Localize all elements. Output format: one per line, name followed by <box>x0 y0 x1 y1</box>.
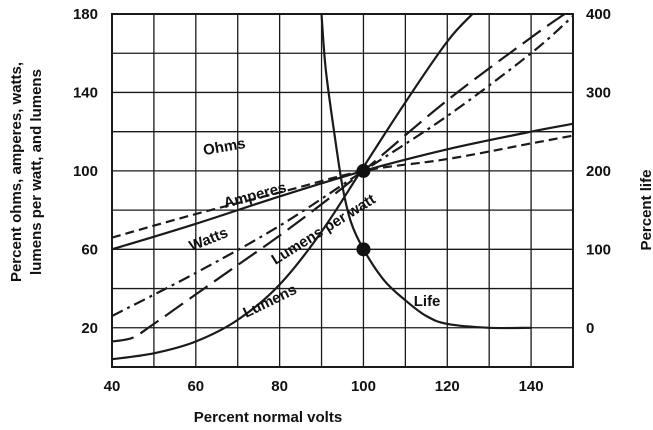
series-lines <box>112 14 573 361</box>
series-label-watts: Watts <box>187 224 231 255</box>
x-tick-label: 80 <box>271 378 288 395</box>
x-axis-label: Percent normal volts <box>194 409 342 426</box>
y-tick-label-left: 180 <box>73 6 98 23</box>
tick-labels: 40 60 80 100 120 140 20 60 100 140 180 0 100 200 300 40… <box>73 6 611 395</box>
series-label-lumens: Lumens <box>240 281 299 321</box>
series-line-lumens <box>112 14 474 361</box>
y-tick-label-right: 100 <box>586 241 611 258</box>
x-tick-label: 100 <box>351 378 376 395</box>
plot-frame <box>111 13 574 368</box>
y-tick-label-left: 100 <box>73 163 98 180</box>
reference-marker-dot <box>356 242 371 257</box>
y-tick-label-left: 20 <box>81 320 98 337</box>
y-tick-label-right: 200 <box>586 163 611 180</box>
y-tick-label-right: 400 <box>586 6 611 23</box>
series-label-ohms: Ohms <box>202 135 247 159</box>
y-tick-label-right: 300 <box>586 84 611 101</box>
y-axis-label-left-line1: Percent ohms, amperes, watts, <box>8 62 25 282</box>
y-axis-label-left-line2: lumens per watt, and lumens <box>28 69 45 275</box>
y-tick-label-left: 140 <box>73 84 98 101</box>
series-line-lumens-per-watt <box>112 14 566 343</box>
series-label-life: Life <box>414 293 441 310</box>
y-tick-label-left: 60 <box>81 241 98 258</box>
y-axis-label-right: Percent life <box>638 170 653 251</box>
x-tick-label: 140 <box>519 378 544 395</box>
series-line-life <box>320 14 532 330</box>
series-label-amperes: Amperes <box>222 179 288 212</box>
series-line-watts <box>112 15 573 317</box>
x-tick-label: 60 <box>187 378 204 395</box>
reference-marker-dot <box>356 163 371 178</box>
y-tick-label-right: 0 <box>586 320 594 337</box>
reference-markers <box>356 163 371 257</box>
x-tick-label: 120 <box>435 378 460 395</box>
x-tick-label: 40 <box>104 378 121 395</box>
